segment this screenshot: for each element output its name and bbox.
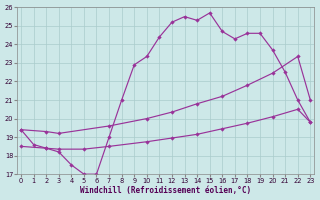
X-axis label: Windchill (Refroidissement éolien,°C): Windchill (Refroidissement éolien,°C) <box>80 186 251 195</box>
